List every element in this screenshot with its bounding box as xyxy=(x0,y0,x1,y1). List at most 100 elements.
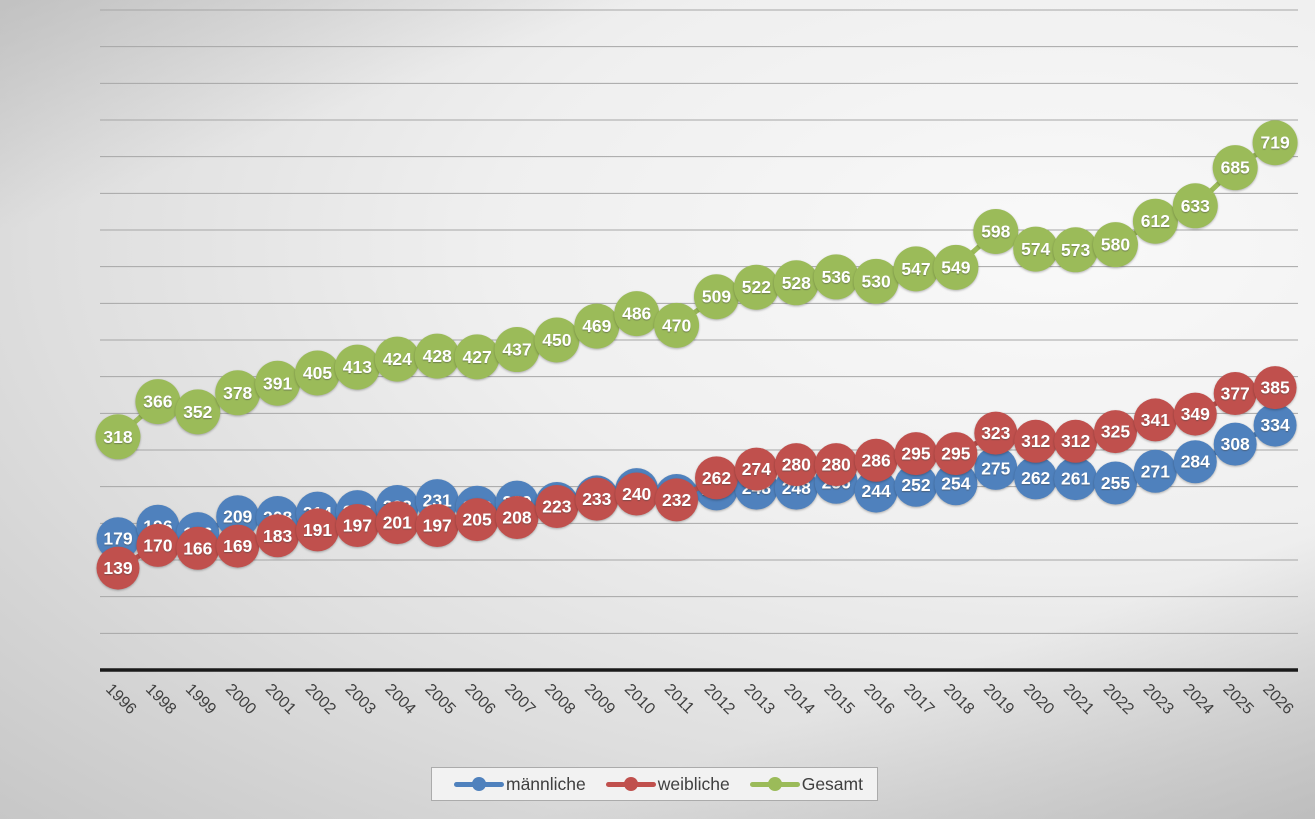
data-point-label: 522 xyxy=(742,277,771,297)
legend-item-maennliche: männliche xyxy=(454,774,586,795)
data-point-marker xyxy=(734,447,778,491)
data-point-marker xyxy=(694,274,739,320)
x-axis-label: 2016 xyxy=(860,681,897,718)
x-axis-label: 2000 xyxy=(222,681,259,718)
data-point-label: 378 xyxy=(223,383,252,403)
x-axis-label: 2013 xyxy=(741,681,778,718)
legend-item-gesamt: Gesamt xyxy=(749,773,863,795)
data-point-label: 413 xyxy=(343,357,372,377)
data-point-marker xyxy=(1014,456,1058,500)
data-point-label: 191 xyxy=(303,520,332,540)
data-point-marker xyxy=(1212,145,1258,191)
data-point-label: 612 xyxy=(1141,211,1170,231)
data-point-marker xyxy=(415,504,459,548)
data-point-marker xyxy=(733,264,779,310)
data-point-label: 574 xyxy=(1021,239,1050,259)
data-point-label: 255 xyxy=(1101,473,1130,493)
data-point-label: 312 xyxy=(1021,431,1050,451)
data-point-label: 325 xyxy=(1101,422,1130,442)
data-point-marker xyxy=(414,333,460,379)
data-point-marker xyxy=(136,523,180,567)
data-point-marker xyxy=(135,379,181,425)
data-point-label: 295 xyxy=(901,444,930,464)
data-point-marker xyxy=(893,246,939,292)
legend-label-maennliche: männliche xyxy=(506,773,586,794)
data-point-marker xyxy=(934,462,978,506)
data-point-label: 424 xyxy=(383,349,412,369)
data-point-marker xyxy=(1172,183,1218,229)
data-point-marker xyxy=(495,495,539,539)
x-axis-label: 2019 xyxy=(980,681,1017,718)
data-point-label: 197 xyxy=(423,516,452,536)
x-axis-label: 2026 xyxy=(1259,681,1296,718)
data-point-label: 280 xyxy=(782,455,811,475)
x-axis-label: 2004 xyxy=(381,681,418,718)
data-point-label: 183 xyxy=(263,526,292,546)
data-point-marker xyxy=(1054,419,1098,463)
data-point-label: 427 xyxy=(462,347,491,367)
x-axis-label: 1999 xyxy=(182,681,219,718)
data-point-marker xyxy=(374,336,420,382)
data-point-marker xyxy=(216,524,260,568)
data-point-marker xyxy=(854,438,898,482)
data-point-label: 275 xyxy=(981,458,1010,478)
legend-label-weibliche: weibliche xyxy=(657,773,730,794)
legend-label-gesamt: Gesamt xyxy=(801,773,863,794)
data-point-marker xyxy=(455,498,499,542)
data-point-marker xyxy=(95,414,141,460)
data-point-marker xyxy=(296,508,339,552)
data-point-marker xyxy=(454,334,500,380)
data-point-label: 437 xyxy=(502,340,531,360)
data-point-label: 170 xyxy=(143,535,172,555)
x-axis-label: 2018 xyxy=(940,681,977,718)
data-point-marker xyxy=(535,484,579,528)
data-point-label: 366 xyxy=(143,392,172,412)
data-point-label: 547 xyxy=(901,259,930,279)
data-point-label: 719 xyxy=(1260,133,1289,153)
data-point-marker xyxy=(1053,227,1099,273)
data-point-label: 262 xyxy=(1021,468,1050,488)
data-point-label: 286 xyxy=(861,450,890,470)
x-axis-label: 2025 xyxy=(1219,681,1256,718)
data-point-marker xyxy=(1213,372,1257,416)
data-point-marker xyxy=(974,411,1018,455)
data-point-marker xyxy=(1094,410,1137,454)
data-point-marker xyxy=(1132,198,1178,244)
data-point-marker xyxy=(534,317,580,363)
data-point-marker xyxy=(256,514,300,558)
x-axis-label: 2012 xyxy=(701,681,738,718)
data-point-label: 685 xyxy=(1221,158,1250,178)
data-point-marker xyxy=(933,244,979,290)
x-axis-label: 2024 xyxy=(1179,681,1216,718)
data-point-marker xyxy=(215,370,261,416)
data-point-label: 334 xyxy=(1260,415,1289,435)
data-point-label: 139 xyxy=(103,558,132,578)
data-point-marker xyxy=(1013,226,1059,272)
data-point-label: 312 xyxy=(1061,431,1090,451)
data-point-label: 349 xyxy=(1181,404,1210,424)
x-axis-label: 2007 xyxy=(501,681,538,718)
data-point-label: 318 xyxy=(103,427,132,447)
data-point-label: 391 xyxy=(263,373,292,393)
series-1: 139 170 166 169 183 191 197 201 197 205 208 223 233 2… xyxy=(96,366,1297,590)
data-point-marker xyxy=(773,260,819,306)
series-2: 318 366 352 378 391 405 413 424 428 427 437 450 469 4… xyxy=(95,120,1298,460)
data-point-label: 633 xyxy=(1181,196,1210,216)
data-point-label: 271 xyxy=(1141,461,1170,481)
data-point-marker xyxy=(1014,419,1058,463)
data-point-label: 252 xyxy=(901,475,930,495)
data-point-label: 385 xyxy=(1260,378,1289,398)
data-point-label: 573 xyxy=(1061,240,1090,260)
chart-legend: männliche weibliche Gesamt xyxy=(431,767,878,801)
data-point-marker xyxy=(1213,422,1257,466)
data-point-label: 274 xyxy=(742,459,771,479)
x-axis-label: 2008 xyxy=(541,681,578,718)
data-point-marker xyxy=(1253,403,1297,447)
data-point-marker xyxy=(973,208,1019,254)
data-point-label: 486 xyxy=(622,304,651,324)
data-point-marker xyxy=(1253,366,1297,410)
data-point-marker xyxy=(375,501,419,545)
data-point-label: 166 xyxy=(183,538,212,558)
legend-item-weibliche: weibliche xyxy=(605,773,730,795)
x-axis-label: 1996 xyxy=(102,681,139,718)
